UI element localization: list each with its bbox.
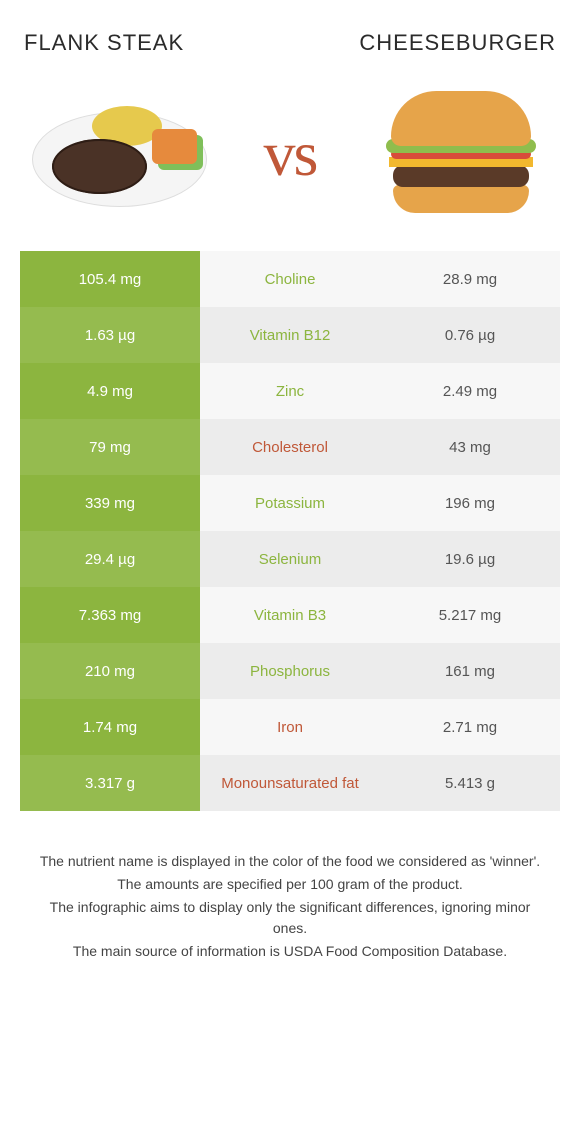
table-row: 1.63 µgVitamin B120.76 µg — [20, 307, 560, 363]
right-value: 43 mg — [380, 419, 560, 475]
footnote-line: The infographic aims to display only the… — [35, 897, 545, 939]
right-value: 5.217 mg — [380, 587, 560, 643]
left-value: 3.317 g — [20, 755, 200, 811]
nutrient-label: Choline — [200, 251, 380, 307]
nutrient-label: Cholesterol — [200, 419, 380, 475]
header-titles: Flank Steak Cheeseburger — [20, 30, 560, 76]
nutrient-label: Phosphorus — [200, 643, 380, 699]
right-food-image — [366, 86, 556, 221]
footnotes: The nutrient name is displayed in the co… — [20, 811, 560, 962]
table-row: 29.4 µgSelenium19.6 µg — [20, 531, 560, 587]
right-value: 0.76 µg — [380, 307, 560, 363]
left-value: 1.63 µg — [20, 307, 200, 363]
left-value: 105.4 mg — [20, 251, 200, 307]
right-value: 28.9 mg — [380, 251, 560, 307]
right-value: 2.71 mg — [380, 699, 560, 755]
infographic-container: Flank Steak Cheeseburger vs 105.4 mgChol… — [0, 0, 580, 984]
left-value: 29.4 µg — [20, 531, 200, 587]
nutrient-label: Iron — [200, 699, 380, 755]
table-row: 79 mgCholesterol43 mg — [20, 419, 560, 475]
table-row: 7.363 mgVitamin B35.217 mg — [20, 587, 560, 643]
nutrient-label: Zinc — [200, 363, 380, 419]
left-value: 4.9 mg — [20, 363, 200, 419]
footnote-line: The nutrient name is displayed in the co… — [35, 851, 545, 872]
nutrient-label: Vitamin B12 — [200, 307, 380, 363]
right-value: 161 mg — [380, 643, 560, 699]
vs-label: vs — [264, 117, 317, 191]
left-food-title: Flank Steak — [24, 30, 184, 56]
left-value: 339 mg — [20, 475, 200, 531]
left-value: 1.74 mg — [20, 699, 200, 755]
footnote-line: The amounts are specified per 100 gram o… — [35, 874, 545, 895]
table-row: 105.4 mgCholine28.9 mg — [20, 251, 560, 307]
right-value: 19.6 µg — [380, 531, 560, 587]
table-row: 4.9 mgZinc2.49 mg — [20, 363, 560, 419]
right-value: 2.49 mg — [380, 363, 560, 419]
table-row: 1.74 mgIron2.71 mg — [20, 699, 560, 755]
left-value: 7.363 mg — [20, 587, 200, 643]
images-row: vs — [20, 76, 560, 251]
left-value: 79 mg — [20, 419, 200, 475]
nutrient-label: Monounsaturated fat — [200, 755, 380, 811]
nutrient-label: Vitamin B3 — [200, 587, 380, 643]
right-value: 196 mg — [380, 475, 560, 531]
right-value: 5.413 g — [380, 755, 560, 811]
cheeseburger-icon — [381, 91, 541, 216]
table-row: 210 mgPhosphorus161 mg — [20, 643, 560, 699]
left-value: 210 mg — [20, 643, 200, 699]
nutrient-label: Selenium — [200, 531, 380, 587]
footnote-line: The main source of information is USDA F… — [35, 941, 545, 962]
right-food-title: Cheeseburger — [359, 30, 556, 56]
left-food-image — [24, 86, 214, 221]
nutrient-table: 105.4 mgCholine28.9 mg1.63 µgVitamin B12… — [20, 251, 560, 811]
table-row: 3.317 gMonounsaturated fat5.413 g — [20, 755, 560, 811]
nutrient-label: Potassium — [200, 475, 380, 531]
table-row: 339 mgPotassium196 mg — [20, 475, 560, 531]
steak-plate-icon — [32, 94, 207, 214]
